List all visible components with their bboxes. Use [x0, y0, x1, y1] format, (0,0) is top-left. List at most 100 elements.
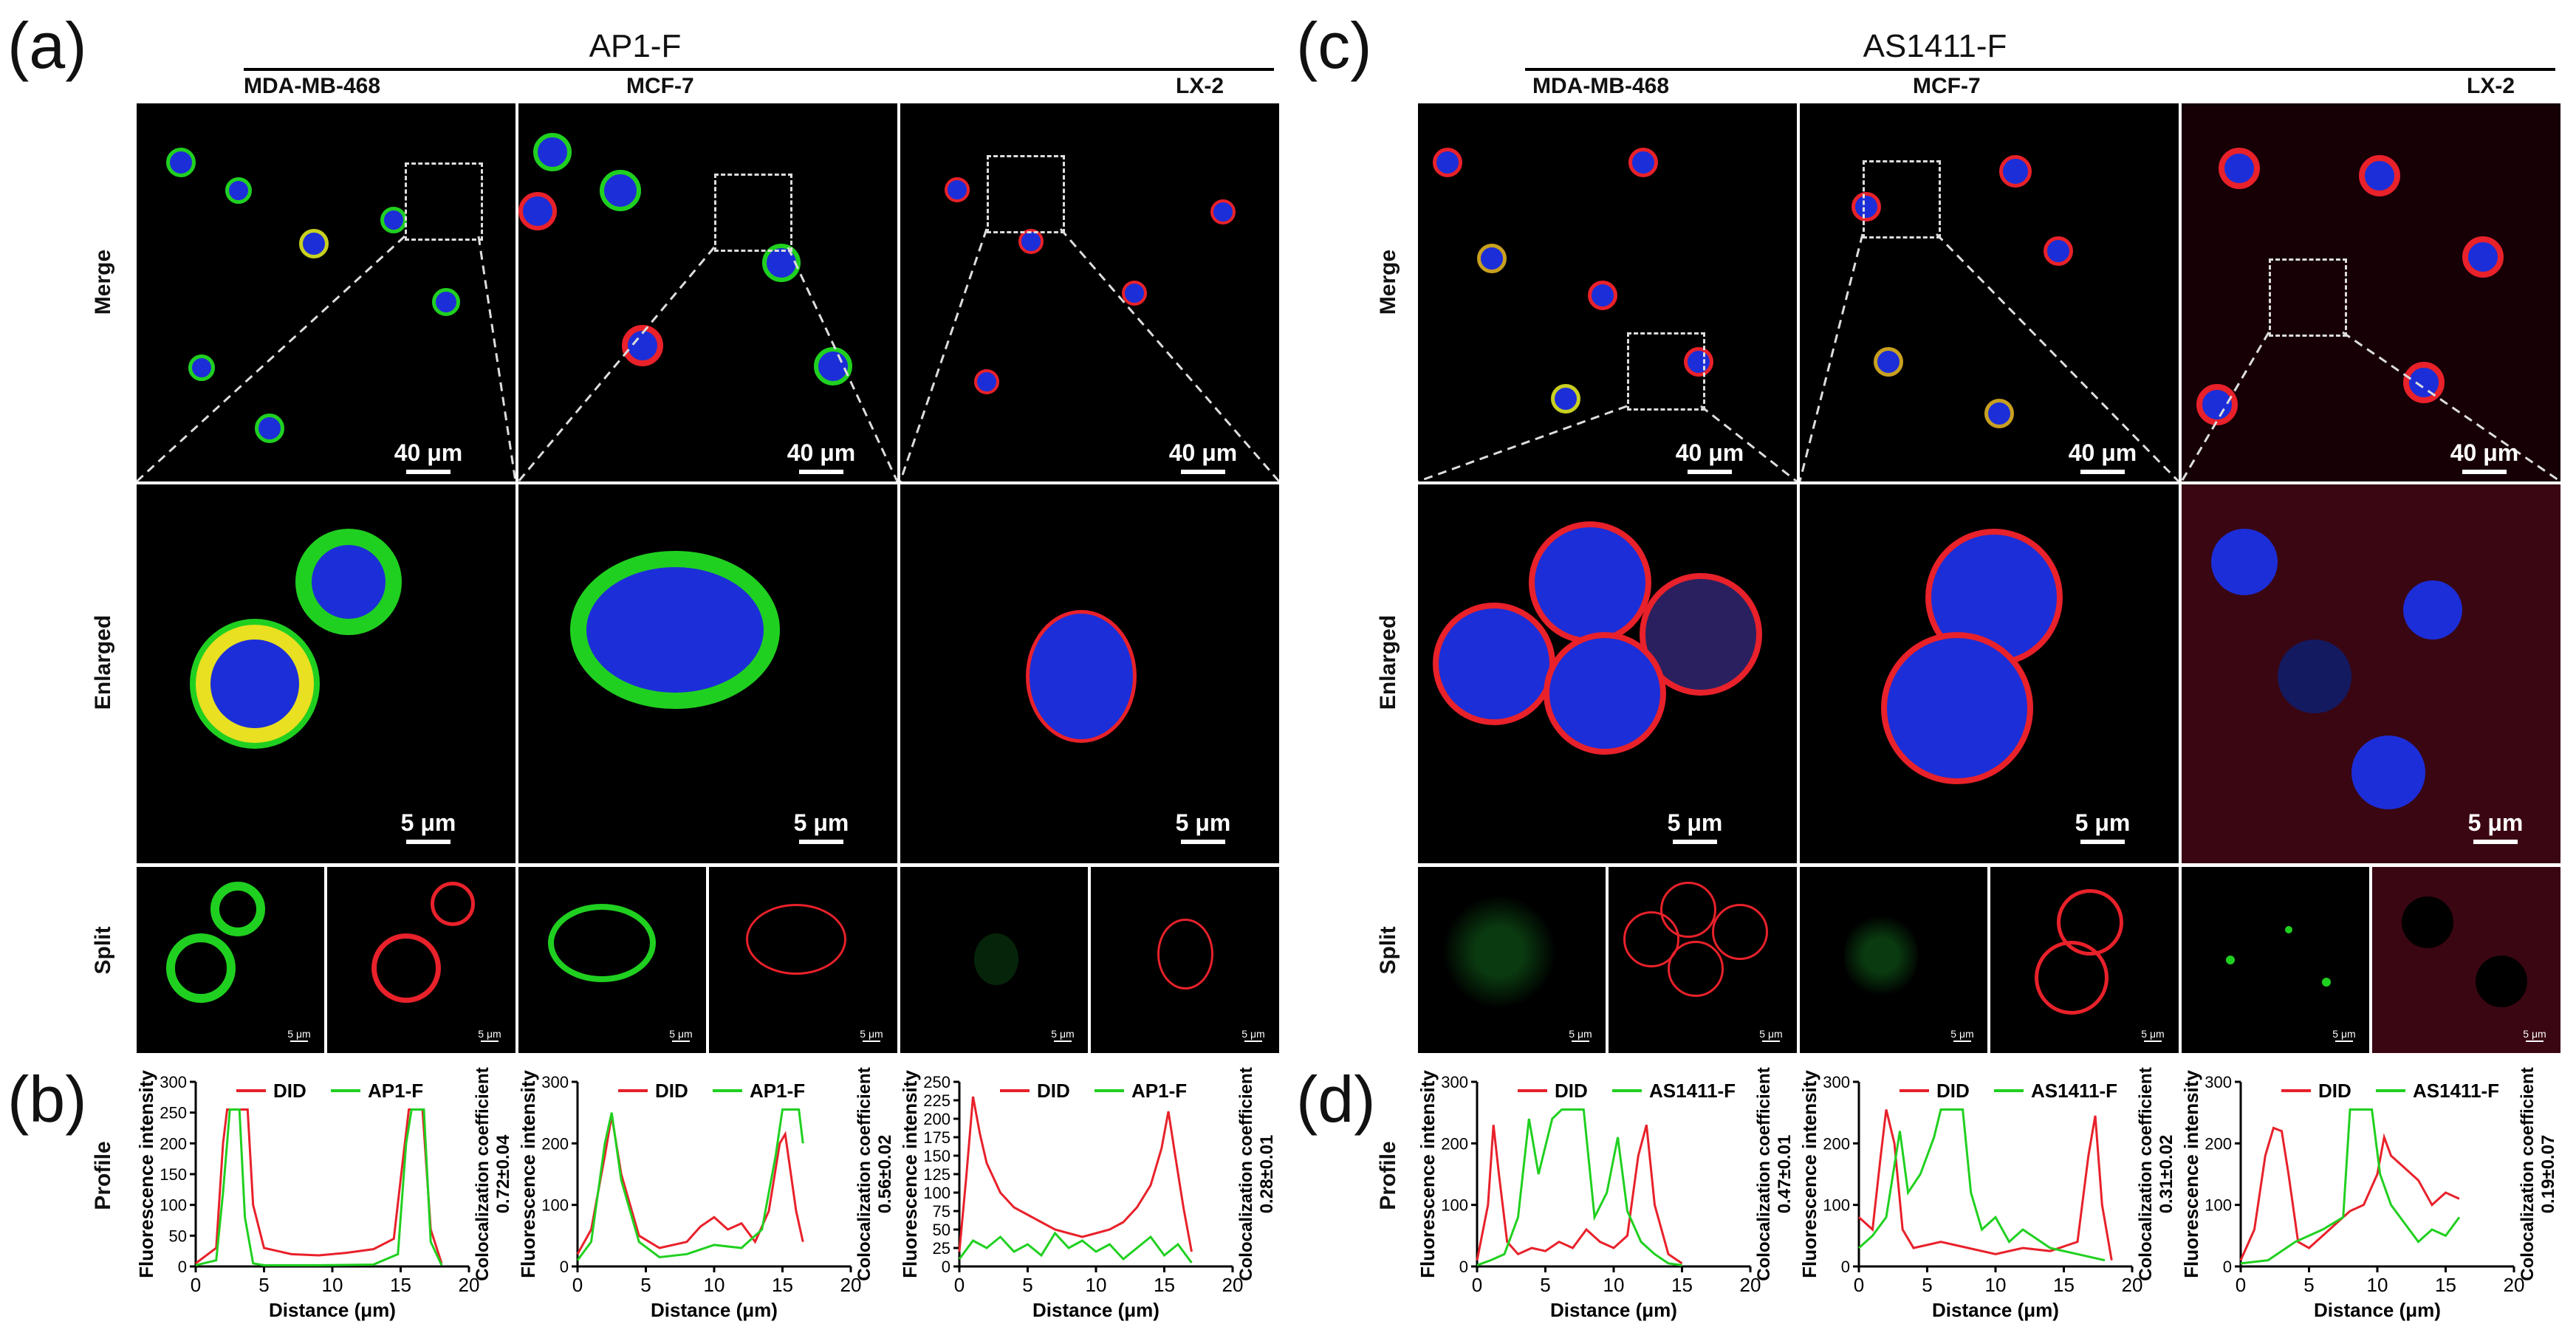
cell	[299, 229, 329, 258]
x-axis-label: Distance (μm)	[1032, 1299, 1159, 1321]
legend-label: AP1-F	[1131, 1080, 1187, 1102]
cell	[1660, 882, 1716, 938]
cell	[1551, 384, 1580, 414]
y-tick-label: 0	[2223, 1258, 2232, 1276]
x-tick-label: 5	[1540, 1274, 1550, 1296]
series-line-did	[2239, 1126, 2460, 1261]
scale-bar: 5 μm	[1162, 809, 1244, 844]
x-axis-label: Distance (μm)	[1550, 1299, 1677, 1321]
cell	[210, 882, 265, 936]
merge-image-c-mcf7: 40 μm	[1800, 103, 2179, 481]
row-label-merge-a: Merge	[91, 249, 115, 315]
y-tick-label: 300	[541, 1073, 569, 1091]
row-label-merge-c: Merge	[1376, 249, 1400, 315]
split-red-a-mcf7: 5 μm	[709, 867, 897, 1053]
y-tick-label: 100	[1823, 1196, 1850, 1215]
x-tick-label: 10	[1985, 1274, 2007, 1296]
merge-image-c-mda: 40 μm	[1418, 103, 1797, 481]
scale-bar-label: 5 μm	[1051, 1028, 1075, 1040]
panel-c-title-rule	[1525, 68, 2555, 71]
cell	[974, 369, 999, 394]
cell	[1640, 573, 1762, 696]
split-green-a-lx2: 5 μm	[900, 867, 1088, 1053]
scale-bar-label: 5 μm	[287, 1028, 311, 1040]
scale-bar-label: 5 μm	[400, 809, 456, 836]
x-tick-label: 20	[2504, 1274, 2525, 1296]
scale-bar: 5 μm	[1566, 1028, 1595, 1042]
zoom-region-box	[1627, 332, 1705, 411]
y-tick-label: 200	[923, 1110, 950, 1128]
zoom-region-box	[1863, 160, 1941, 239]
colocalization-value: 0.47±0.01	[1775, 1135, 1795, 1214]
y-tick-label: 250	[923, 1073, 950, 1091]
legend-label: DID	[2318, 1080, 2351, 1102]
series-line-did	[1476, 1124, 1683, 1265]
cell	[166, 933, 236, 1003]
cell	[2278, 640, 2351, 713]
series-line-as1411-f	[2240, 1108, 2461, 1265]
y-tick-label: 75	[933, 1202, 950, 1221]
scale-bar: 5 μm	[1948, 1028, 1977, 1042]
profile-chart-b-lx2: 0 5 10 15 200255075100125150175200225250Dist…	[899, 1067, 1277, 1321]
cell	[1874, 347, 1903, 377]
series-line-as1411-f	[1476, 1108, 1682, 1266]
scale-bar: 5 μm	[1756, 1028, 1786, 1042]
y-axis-label: Fluorescence intensity	[899, 1070, 921, 1278]
cell	[622, 325, 663, 366]
row-label-enlarged-c: Enlarged	[1376, 614, 1400, 710]
cell	[2035, 941, 2109, 1015]
y-tick-label: 100	[2205, 1196, 2232, 1215]
x-tick-label: 0	[572, 1274, 583, 1296]
x-axis-label: Distance (μm)	[651, 1299, 778, 1321]
colocalization-label: Colocalization coefficient	[1236, 1067, 1256, 1280]
col-header-a-3: LX-2	[1176, 74, 1224, 98]
y-tick-label: 100	[541, 1196, 569, 1215]
y-tick-label: 250	[160, 1104, 187, 1122]
colocalization-label: Colocalization coefficient	[473, 1067, 493, 1280]
row-label-split-a: Split	[91, 926, 115, 975]
y-tick-label: 0	[178, 1258, 187, 1276]
x-tick-label: 5	[258, 1274, 269, 1296]
panel-d-label: (d)	[1296, 1063, 1376, 1136]
legend-label: AS1411-F	[2413, 1080, 2499, 1102]
cell	[1440, 896, 1558, 1007]
cell	[2219, 148, 2260, 189]
cell	[2402, 896, 2453, 948]
colocalization-label: Colocalization coefficient	[2136, 1067, 2156, 1280]
merge-image-a-mcf7: 40 μm	[518, 103, 897, 481]
colocalization-label: Colocalization coefficient	[854, 1067, 874, 1280]
cell	[371, 933, 441, 1003]
legend-label: DID	[655, 1080, 688, 1102]
scale-bar-label: 40 μm	[1675, 439, 1744, 466]
enlarged-image-a-mda: 5 μm	[137, 484, 515, 863]
cell	[1844, 911, 1918, 1000]
series-line-ap1-f	[195, 1108, 443, 1266]
y-tick-label: 50	[169, 1227, 187, 1245]
y-tick-label: 200	[160, 1134, 187, 1153]
scale-bar: 40 μm	[781, 439, 862, 474]
scale-bar-label: 40 μm	[2450, 439, 2519, 466]
scale-bar-label: 5 μm	[478, 1028, 501, 1040]
cell	[746, 904, 846, 975]
x-tick-label: 0	[2236, 1274, 2246, 1296]
cell	[225, 177, 252, 204]
col-header-a-1: MDA-MB-468	[244, 74, 381, 98]
x-axis-label: Distance (μm)	[2314, 1299, 2441, 1321]
cell	[2285, 926, 2292, 933]
split-green-c-mcf7: 5 μm	[1800, 867, 1987, 1053]
y-tick-label: 100	[1441, 1196, 1468, 1215]
cell	[1477, 244, 1507, 273]
cell	[166, 148, 196, 177]
x-tick-label: 0	[191, 1274, 201, 1296]
series-line-ap1-f	[576, 1108, 804, 1261]
cell	[1588, 281, 1617, 310]
merge-image-c-lx2: 40 μm	[2182, 103, 2560, 481]
y-tick-label: 50	[933, 1221, 950, 1239]
colocalization-value: 0.56±0.02	[875, 1135, 895, 1214]
row-label-enlarged-a: Enlarged	[91, 614, 115, 710]
colocalization-value: 0.72±0.04	[493, 1134, 513, 1213]
y-tick-label: 225	[923, 1091, 950, 1110]
scale-bar: 5 μm	[1654, 809, 1736, 844]
x-tick-label: 10	[1603, 1274, 1625, 1296]
scale-bar-label: 5 μm	[2075, 809, 2131, 836]
